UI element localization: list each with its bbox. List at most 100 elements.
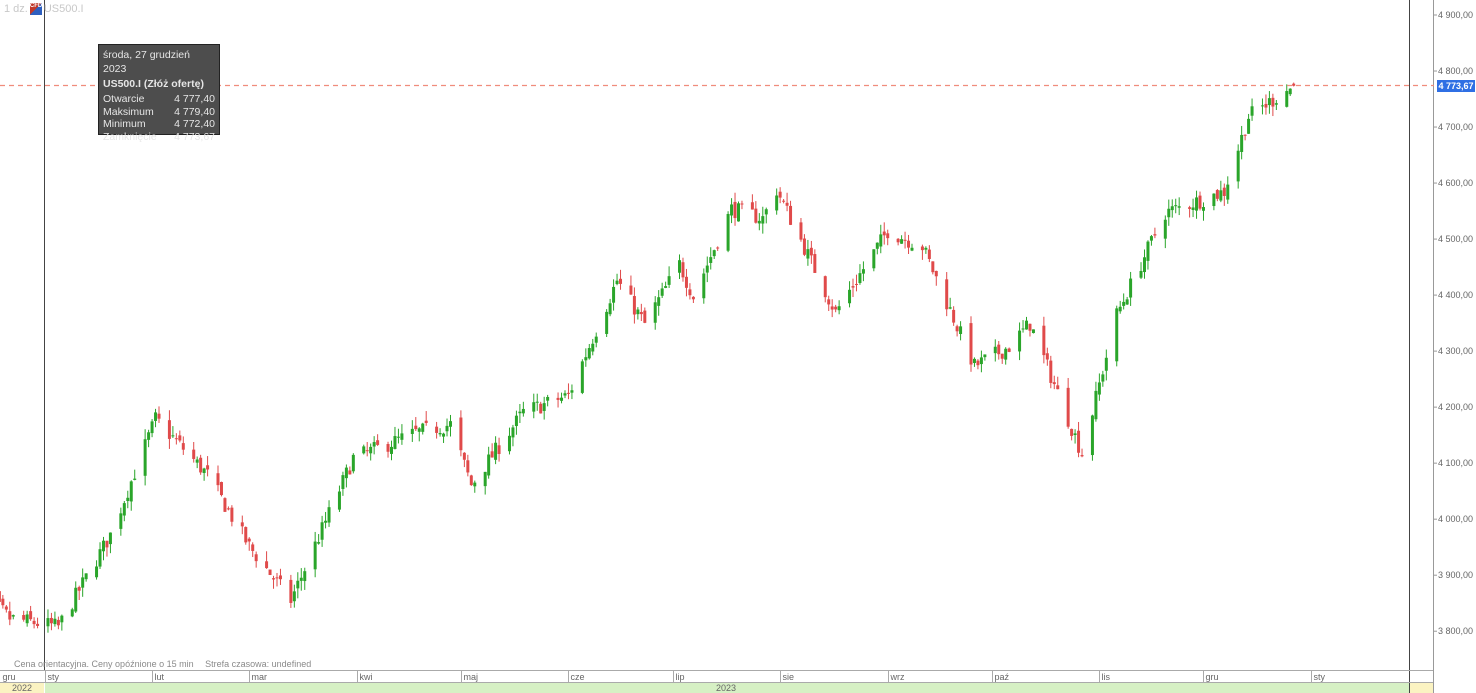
candle-body [972,358,976,364]
candle-body [570,390,574,393]
candle-body [778,191,782,198]
candle-body [1267,98,1271,106]
candle-body [254,554,258,562]
candle-body [247,538,251,542]
candle-body [903,239,907,241]
candle-body [740,203,744,205]
candle-body [60,615,64,623]
month-label: sty [48,672,60,682]
candle-body [837,306,841,311]
candle-body [1146,241,1150,261]
candle-body [886,233,890,239]
candle-body [178,435,182,441]
candle-body [1004,348,1008,360]
candle-body [1288,88,1292,95]
candle-body [1243,134,1247,136]
candle-body [324,520,328,523]
candle-body [785,202,789,206]
candle-body [4,606,8,610]
candle-body [1226,184,1230,200]
tooltip-label: Minimum [103,118,146,130]
candle-body [806,249,810,259]
candle-body [1025,320,1029,330]
candle-body [268,569,272,575]
candle-body [612,286,616,303]
candle-body [386,444,390,452]
candle-body [36,623,40,626]
candle-body [1167,208,1171,218]
year-label: 2022 [12,683,32,693]
candle-body [1260,105,1264,107]
candle-body [1021,328,1025,330]
tooltip-row-high: Maksimum 4 779,40 [103,106,215,119]
candle-body [490,451,494,458]
candle-body [660,288,664,296]
candle-body [1007,348,1011,352]
candle-body [1052,382,1056,385]
candle-body [945,279,949,310]
candle-body [1219,190,1223,201]
candle-body [1129,278,1133,298]
y-axis-ticks: 4 900,00 4 800,00 4 700,00 4 600,00 4 500,00… [1433,10,1473,636]
month-label: lip [676,672,685,682]
year-band-2024 [1410,683,1433,693]
candle-body [684,276,688,288]
candle-body [362,446,366,454]
candle-body [462,452,466,460]
year-band-2023 [45,683,1409,693]
candle-body [959,326,963,335]
candle-body [830,306,834,310]
candle-body [1139,270,1143,278]
candle-body [1292,83,1296,86]
candle-body [678,260,682,273]
tooltip-row-low: Minimum 4 772,40 [103,118,215,131]
candle-body [615,280,619,285]
candle-body [907,240,911,248]
tooltip-instrument: US500.I (Złóż ofertę) [103,78,204,90]
candle-body [1274,103,1278,105]
candle-body [983,354,987,358]
candle-body [535,401,539,403]
candle-body [979,357,983,365]
candle-body [410,428,414,434]
candle-body [272,578,276,580]
candle-body [1073,433,1077,435]
candle-body [1094,390,1098,420]
delay-note: Cena orientacyjna. Ceny opóźnione o 15 m… [14,659,194,669]
period-label: 1 dz. [4,3,28,15]
candle-body [1000,353,1004,359]
tooltip-row-close: Zamknięcie 4 773,67 [103,131,215,144]
y-tick-label: 3 900,00 [1438,570,1473,580]
candle-body [639,312,643,315]
candle-body [521,408,525,414]
candle-body [299,577,303,581]
candle-body [459,417,463,451]
candle-body [414,425,418,430]
candle-body [518,411,522,414]
candle-body [1247,118,1251,134]
candle-body [657,297,661,306]
candle-body [976,360,980,366]
candle-body [74,587,78,612]
candle-body [726,213,730,251]
candle-body [1077,430,1081,453]
candle-body [219,482,223,496]
candle-body [896,238,900,243]
candle-body [126,497,130,502]
candle-body [924,247,928,250]
candle-body [442,433,446,437]
candle-body [594,336,598,343]
candle-body [1174,205,1178,207]
tooltip-label: Maksimum [103,105,154,118]
candle-body [1056,385,1060,390]
candle-body [289,579,293,603]
candle-body [882,231,886,236]
candle-body [466,460,470,473]
candle-body [511,427,515,438]
candle-body [400,433,404,440]
candle-body [993,346,997,354]
y-tick-label: 4 500,00 [1438,234,1473,244]
y-tick-label: 4 700,00 [1438,122,1473,132]
candle-body [1080,455,1084,457]
